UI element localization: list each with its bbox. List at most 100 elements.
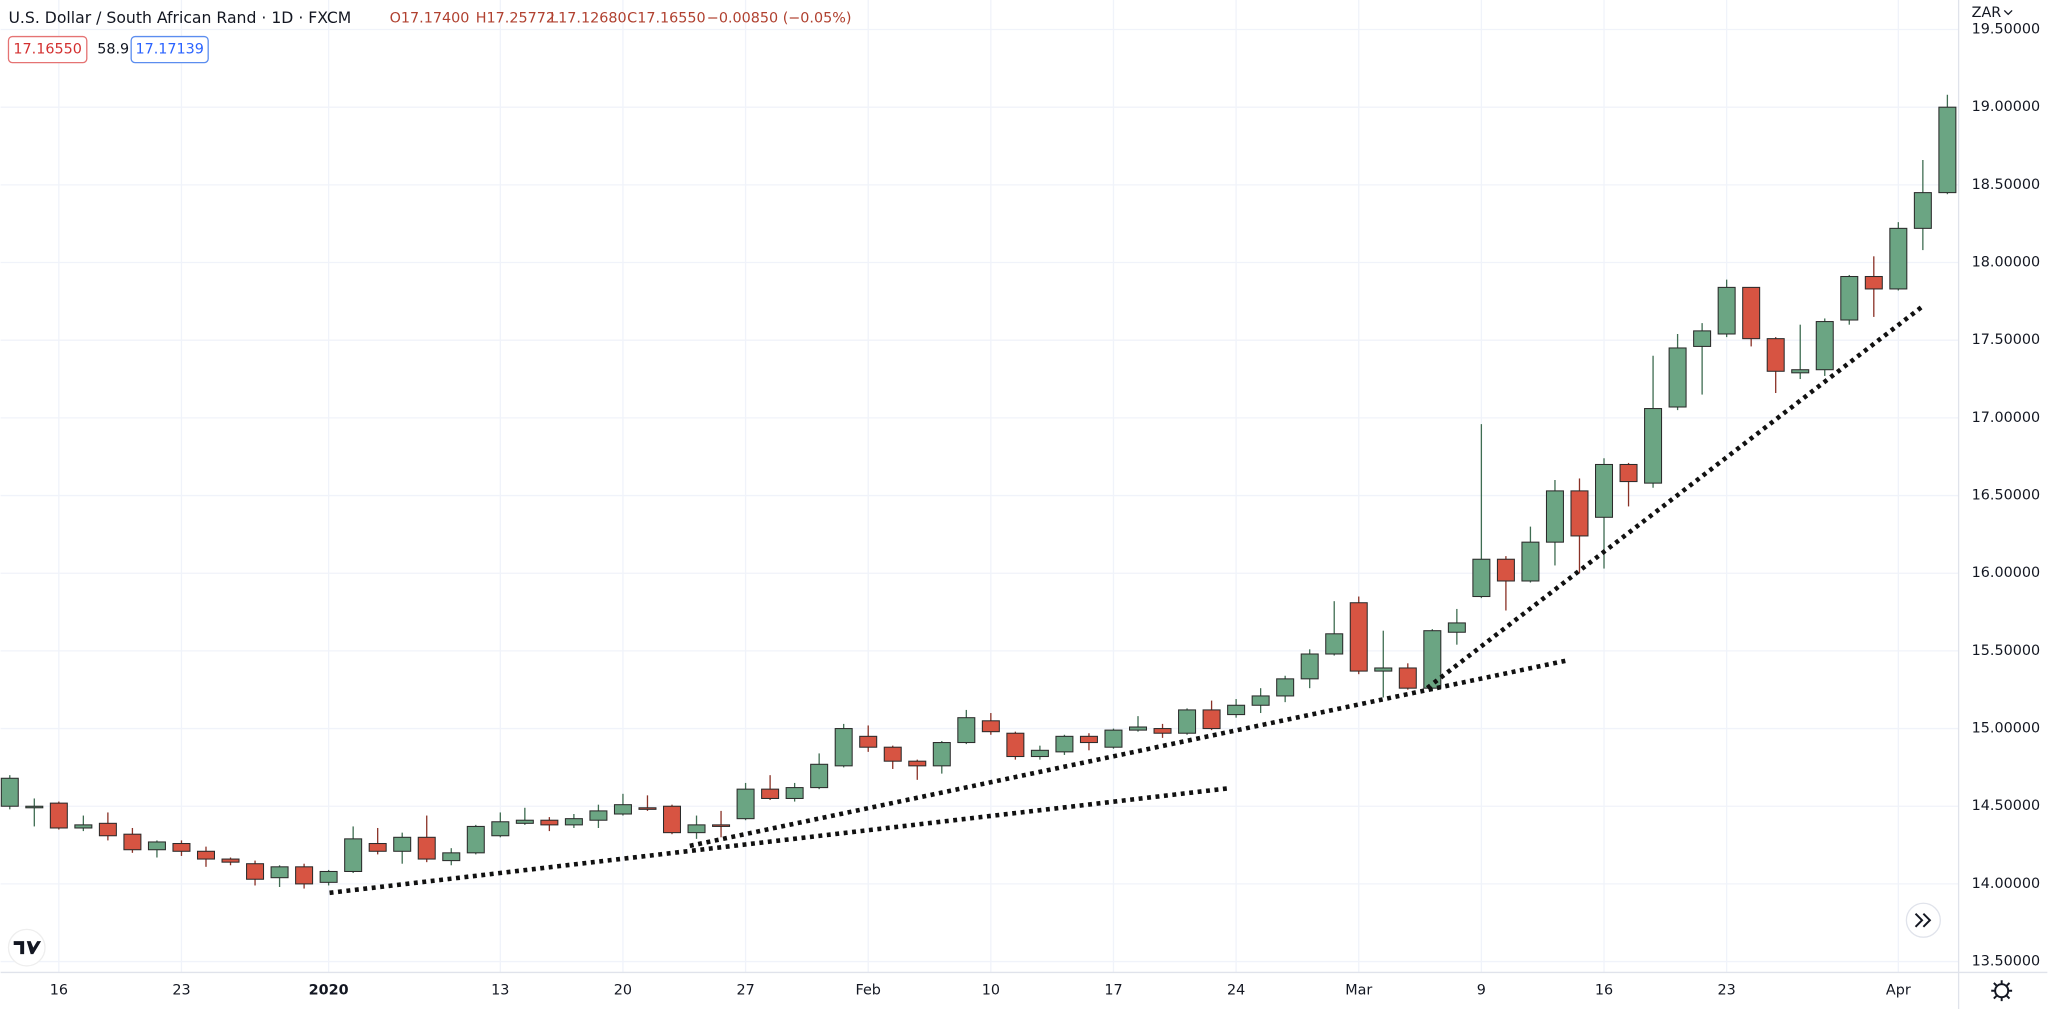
x-tick-label: 2020: [309, 983, 349, 999]
x-tick-label: 10: [982, 983, 1000, 999]
candle-body: [981, 720, 1000, 733]
badge-last: 17.16550: [13, 42, 81, 58]
x-tick-label: 24: [1227, 983, 1245, 999]
trend-line: [689, 658, 1568, 849]
x-tick-label: Apr: [1886, 983, 1911, 999]
y-tick-label: 14.00000: [1972, 876, 2040, 892]
candle-body: [712, 824, 731, 827]
candle-body: [417, 836, 436, 860]
currency-label[interactable]: ZAR: [1972, 5, 2002, 21]
candle-body: [1055, 735, 1074, 753]
candle-body: [1030, 749, 1049, 758]
candle-body: [196, 850, 215, 860]
y-tick-label: 18.00000: [1972, 255, 2040, 271]
candle-body: [1178, 709, 1197, 734]
candle-body: [1717, 286, 1736, 335]
candle-body: [810, 763, 829, 789]
candle-body: [1619, 463, 1638, 483]
candle-body: [1766, 338, 1785, 372]
candle-body: [123, 833, 142, 851]
x-tick-label: 23: [172, 983, 190, 999]
candle-body: [466, 825, 485, 854]
ohlc-change: −0.00850 (−0.05%): [707, 10, 852, 26]
x-tick-label: 16: [50, 983, 68, 999]
candle-body: [1276, 678, 1295, 697]
x-tick-label: 17: [1104, 983, 1122, 999]
candle-body: [1668, 347, 1687, 408]
candle-body: [1545, 490, 1564, 543]
candle-body: [1325, 633, 1344, 655]
candle-body: [1300, 653, 1319, 680]
tv-logo: [7, 928, 46, 967]
candle-body: [1938, 106, 1957, 194]
candle-body: [1153, 728, 1172, 734]
candle-body: [883, 746, 902, 762]
candle-body: [74, 824, 93, 829]
candles: [0, 94, 1957, 889]
y-tick-label: 19.00000: [1972, 99, 2040, 115]
candle-body: [1104, 729, 1123, 748]
candle-body: [1913, 192, 1932, 229]
candle-body: [49, 802, 68, 829]
candle-body: [172, 842, 191, 852]
candle-body: [1791, 369, 1810, 374]
candle-body: [1447, 622, 1466, 633]
x-tick-label: 20: [614, 983, 632, 999]
y-tick-label: 15.00000: [1972, 721, 2040, 737]
y-tick-label: 18.50000: [1972, 177, 2040, 193]
candle-body: [98, 822, 117, 837]
badge-bid: 17.17139: [135, 42, 203, 58]
y-tick-label: 19.50000: [1972, 22, 2040, 38]
x-tick-label: 23: [1718, 983, 1736, 999]
candle-body: [147, 841, 166, 851]
candle-body: [1693, 330, 1712, 347]
candle-body: [638, 807, 657, 810]
y-tick-label: 16.50000: [1972, 488, 2040, 504]
candle-body: [1742, 286, 1761, 340]
x-tick-label: 27: [736, 983, 754, 999]
candle-body: [1472, 558, 1491, 598]
candle-body: [564, 818, 583, 826]
candle-body: [1496, 558, 1515, 582]
badge-indicator: 58.9: [97, 42, 129, 58]
candle-body: [1128, 726, 1148, 731]
y-tick-label: 17.00000: [1972, 410, 2040, 426]
trend-lines: [329, 304, 1924, 896]
ohlc-high: H17.25772: [476, 10, 555, 26]
y-tick-label: 13.50000: [1972, 954, 2040, 970]
x-tick-label: 9: [1477, 983, 1486, 999]
candle-body: [761, 788, 780, 799]
candle-body: [1889, 227, 1908, 290]
candle-body: [25, 805, 44, 809]
candle-body: [393, 836, 412, 852]
candle-body: [908, 760, 927, 767]
candle-body: [540, 819, 559, 826]
candle-body: [270, 866, 289, 879]
candle-body: [589, 810, 608, 821]
candle-body: [1521, 541, 1540, 582]
candle-body: [1374, 667, 1393, 672]
settings-button[interactable]: [1991, 980, 2013, 1002]
candle-body: [344, 838, 363, 873]
currency-caret: [2003, 9, 2013, 16]
x-tick-label: 13: [491, 983, 509, 999]
candle-body: [295, 866, 314, 885]
scroll-button[interactable]: [1905, 902, 1941, 938]
y-tick-label: 15.50000: [1972, 643, 2040, 659]
candle-body: [246, 863, 265, 880]
badge: [7, 35, 88, 64]
ohlc-low: L17.12680: [550, 10, 626, 26]
candle-body: [1202, 709, 1221, 730]
candle-body: [957, 717, 976, 744]
candle-body: [736, 788, 755, 820]
chart-title: U.S. Dollar / South African Rand · 1D · …: [8, 8, 351, 27]
candle-body: [1570, 490, 1589, 537]
candle-body: [1398, 667, 1417, 689]
candle-body: [785, 787, 804, 799]
ohlc-close: C17.16550: [627, 10, 705, 26]
candle-body: [1006, 732, 1025, 758]
candle-body: [687, 824, 706, 834]
candle-body: [1227, 704, 1246, 716]
